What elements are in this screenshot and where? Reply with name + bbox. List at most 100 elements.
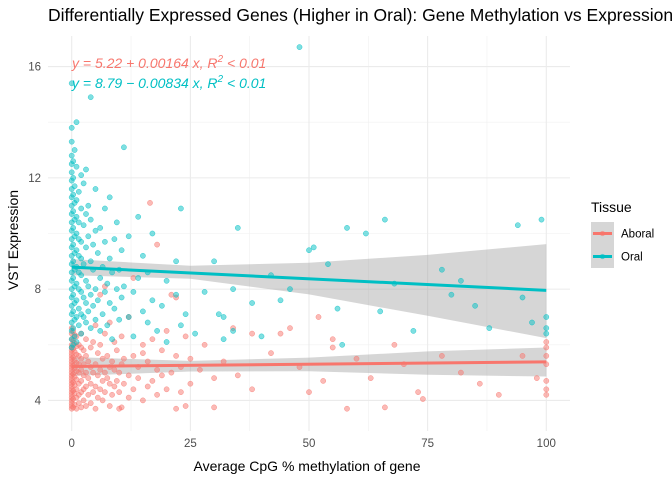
point-oral (118, 294, 125, 301)
point-aboral (104, 353, 111, 359)
point-aboral (140, 341, 146, 348)
point-oral (230, 328, 236, 334)
point-oral (80, 314, 87, 320)
point-aboral (187, 355, 194, 362)
point-oral (73, 163, 80, 170)
point-oral (249, 300, 255, 306)
point-oral (543, 314, 550, 320)
point-aboral (382, 404, 388, 411)
point-oral (87, 291, 94, 298)
point-oral (83, 277, 89, 284)
x-tick-label: 25 (184, 438, 197, 450)
point-oral (85, 233, 92, 240)
point-aboral (85, 391, 92, 398)
point-aboral (113, 347, 120, 354)
point-oral (130, 333, 137, 340)
point-aboral (99, 378, 106, 384)
point-aboral (99, 397, 106, 404)
point-oral (94, 250, 101, 256)
point-oral (178, 205, 184, 212)
point-oral (135, 275, 142, 281)
point-oral (78, 255, 85, 262)
legend: Tissue Aboral Oral (591, 199, 654, 268)
point-oral (75, 188, 82, 195)
point-aboral (85, 358, 92, 365)
point-aboral (92, 405, 99, 412)
point-aboral (154, 366, 160, 373)
point-aboral (106, 403, 113, 409)
point-aboral (73, 405, 80, 412)
point-aboral (78, 404, 85, 411)
point-oral (78, 289, 85, 295)
legend-point-aboral (599, 230, 606, 237)
point-aboral (420, 396, 426, 402)
point-oral (296, 44, 303, 50)
point-oral (135, 213, 142, 220)
point-oral (73, 197, 80, 203)
point-oral (70, 308, 77, 315)
point-aboral (83, 353, 89, 359)
point-aboral (140, 397, 146, 404)
point-oral (104, 280, 111, 287)
point-aboral (121, 355, 127, 362)
point-oral (92, 286, 99, 292)
point-aboral (353, 355, 360, 362)
point-aboral (130, 275, 137, 281)
point-aboral (80, 397, 87, 404)
y-tick-label: 4 (35, 395, 42, 407)
point-oral (73, 213, 80, 220)
point-aboral (97, 341, 104, 348)
point-aboral (533, 375, 540, 381)
point-oral (104, 322, 111, 329)
point-aboral (121, 380, 127, 387)
point-oral (80, 222, 87, 229)
point-aboral (94, 350, 101, 356)
point-aboral (476, 380, 483, 387)
point-oral (78, 205, 85, 212)
point-aboral (75, 400, 82, 407)
point-oral (102, 289, 108, 295)
point-oral (125, 314, 132, 320)
point-oral (334, 305, 341, 312)
point-oral (70, 225, 77, 231)
equation-r-value: < 0.01 (223, 75, 266, 91)
point-oral (73, 297, 80, 304)
point-oral (70, 158, 77, 165)
point-oral (70, 208, 77, 215)
point-aboral (97, 386, 104, 393)
point-oral (339, 341, 346, 348)
point-oral (173, 258, 179, 265)
point-aboral (118, 333, 125, 340)
point-aboral (87, 344, 94, 351)
point-aboral (543, 353, 550, 359)
point-aboral (159, 372, 165, 379)
point-oral (519, 294, 526, 301)
point-aboral (80, 347, 87, 354)
point-oral (83, 300, 89, 306)
point-aboral (329, 344, 336, 351)
point-oral (90, 302, 96, 309)
point-aboral (83, 369, 89, 376)
equation-exponent: 2 (217, 54, 224, 65)
point-oral (258, 333, 265, 340)
point-oral (80, 180, 87, 187)
point-oral (71, 147, 78, 153)
point-aboral (99, 355, 106, 362)
point-oral (71, 333, 78, 340)
plot-grid (48, 36, 570, 431)
y-axis-title: VST Expression (5, 190, 21, 290)
regression-line-oral (71, 265, 547, 292)
point-oral (92, 227, 99, 234)
point-oral (234, 225, 241, 231)
equation-oral: y = 8.79 − 0.00834 x, R2 < 0.01 (71, 74, 266, 91)
point-aboral (97, 291, 104, 298)
point-oral (73, 339, 80, 345)
point-aboral (144, 358, 151, 365)
equation-exponent: 2 (217, 74, 224, 85)
point-aboral (140, 350, 146, 356)
point-aboral (182, 333, 189, 340)
point-aboral (111, 383, 118, 390)
x-tick-label: 0 (69, 438, 75, 450)
point-oral (130, 289, 137, 295)
